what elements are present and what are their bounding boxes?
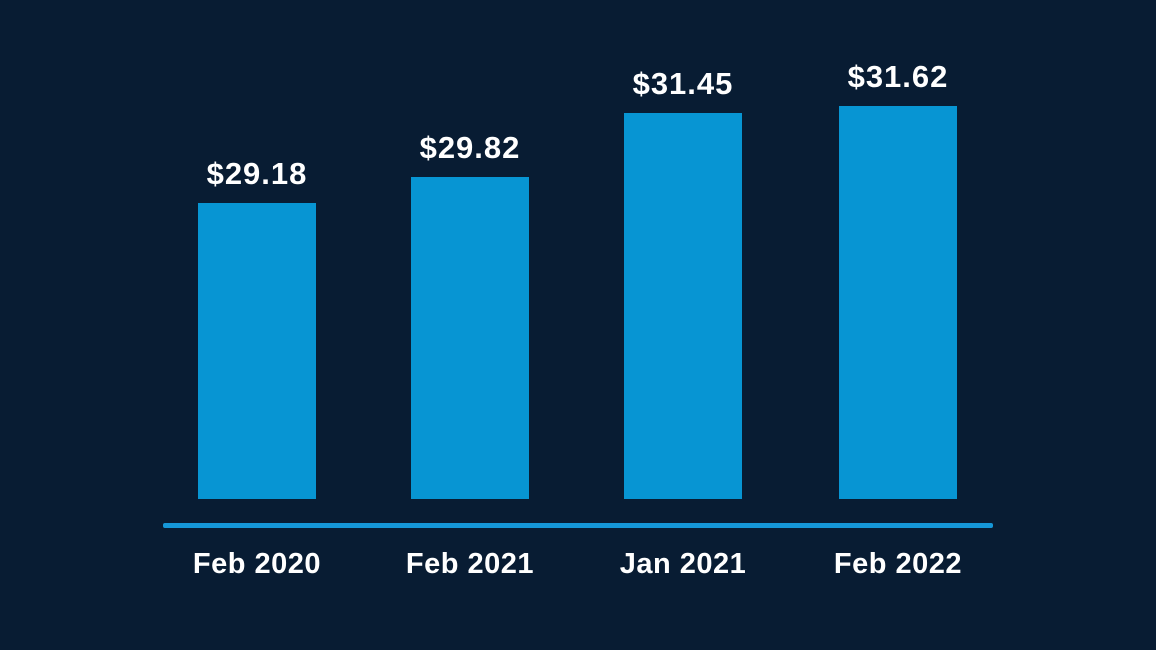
x-axis-tick-label: Feb 2020 [192,548,322,580]
bar-group: $29.18 [198,156,316,499]
x-axis-tick-label: Feb 2022 [833,548,963,580]
bar-value-label: $31.45 [632,66,734,101]
bar [839,106,957,499]
bar [411,177,529,499]
x-axis-tick-label: Jan 2021 [619,548,747,580]
bar-value-label: $29.18 [206,156,308,191]
bar [624,113,742,499]
x-axis-tick-label: Feb 2021 [405,548,535,580]
bar-group: $31.62 [839,59,957,499]
bar [198,203,316,499]
x-axis-line [163,523,993,528]
bar-group: $29.82 [411,130,529,499]
bar-group: $31.45 [624,66,742,499]
bar-value-label: $29.82 [419,130,521,165]
bar-value-label: $31.62 [847,59,949,94]
